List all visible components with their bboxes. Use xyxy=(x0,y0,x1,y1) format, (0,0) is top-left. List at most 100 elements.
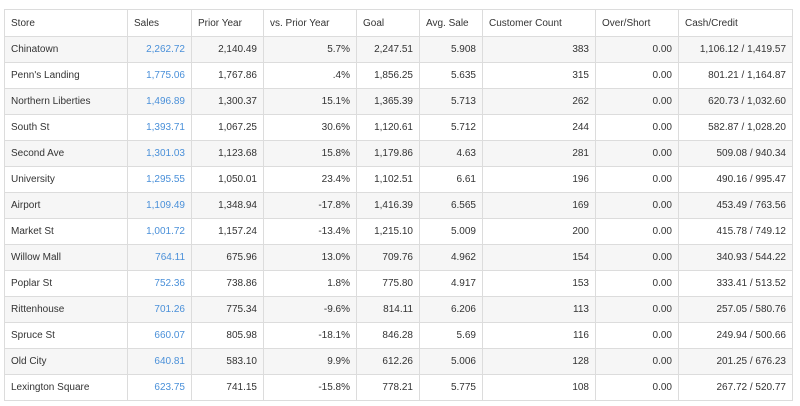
cell-avg-sale: 5.713 xyxy=(419,88,483,115)
cell-sales: 1,301.03 xyxy=(127,140,192,167)
cell-cash-credit: 453.49 / 763.56 xyxy=(678,192,793,219)
sales-link[interactable]: 1,295.55 xyxy=(146,174,185,185)
cell-store: Market St xyxy=(4,218,128,245)
cell-over-short: 0.00 xyxy=(595,88,679,115)
cell-vs-prior-year: -13.4% xyxy=(263,218,357,245)
cell-customer-count: 200 xyxy=(482,218,596,245)
cell-vs-prior-year: 9.9% xyxy=(263,348,357,375)
cell-cash-credit: 509.08 / 940.34 xyxy=(678,140,793,167)
cell-prior-year: 2,140.49 xyxy=(191,36,264,63)
column-header-customer-count[interactable]: Customer Count xyxy=(482,9,596,37)
cell-prior-year: 1,348.94 xyxy=(191,192,264,219)
sales-link[interactable]: 701.26 xyxy=(154,304,185,315)
cell-sales: 701.26 xyxy=(127,296,192,323)
cell-goal: 1,856.25 xyxy=(356,62,420,89)
cell-goal: 2,247.51 xyxy=(356,36,420,63)
column-header-goal[interactable]: Goal xyxy=(356,9,420,37)
table-row: Rittenhouse 701.26 775.34 -9.6% 814.11 6.206 1… xyxy=(4,296,793,323)
table-row: Northern Liberties 1,496.89 1,300.37 15.1% 1… xyxy=(4,88,793,115)
cell-avg-sale: 5.006 xyxy=(419,348,483,375)
table-body: Chinatown 2,262.72 2,140.49 5.7% 2,247.51 5.9… xyxy=(4,36,793,401)
cell-sales: 1,496.89 xyxy=(127,88,192,115)
sales-link[interactable]: 660.07 xyxy=(154,330,185,341)
cell-customer-count: 196 xyxy=(482,166,596,193)
cell-customer-count: 315 xyxy=(482,62,596,89)
cell-vs-prior-year: -18.1% xyxy=(263,322,357,349)
cell-avg-sale: 5.775 xyxy=(419,374,483,401)
cell-prior-year: 741.15 xyxy=(191,374,264,401)
cell-goal: 1,215.10 xyxy=(356,218,420,245)
column-header-cash-credit[interactable]: Cash/Credit xyxy=(678,9,793,37)
cell-prior-year: 583.10 xyxy=(191,348,264,375)
table-row: Poplar St 752.36 738.86 1.8% 775.80 4.917 153 0… xyxy=(4,270,793,297)
sales-link[interactable]: 1,001.72 xyxy=(146,226,185,237)
cell-customer-count: 116 xyxy=(482,322,596,349)
sales-link[interactable]: 1,496.89 xyxy=(146,96,185,107)
cell-sales: 2,262.72 xyxy=(127,36,192,63)
header-row: Store Sales Prior Year vs. Prior Year Go… xyxy=(4,9,793,37)
sales-report-table: Store Sales Prior Year vs. Prior Year Go… xyxy=(4,9,793,401)
cell-customer-count: 153 xyxy=(482,270,596,297)
cell-store: Second Ave xyxy=(4,140,128,167)
column-header-prior-year[interactable]: Prior Year xyxy=(191,9,264,37)
cell-goal: 1,102.51 xyxy=(356,166,420,193)
sales-link[interactable]: 2,262.72 xyxy=(146,44,185,55)
column-header-avg-sale[interactable]: Avg. Sale xyxy=(419,9,483,37)
cell-vs-prior-year: 23.4% xyxy=(263,166,357,193)
cell-cash-credit: 415.78 / 749.12 xyxy=(678,218,793,245)
cell-sales: 1,295.55 xyxy=(127,166,192,193)
cell-cash-credit: 490.16 / 995.47 xyxy=(678,166,793,193)
cell-vs-prior-year: -9.6% xyxy=(263,296,357,323)
cell-prior-year: 1,067.25 xyxy=(191,114,264,141)
table-row: University 1,295.55 1,050.01 23.4% 1,102.51 6… xyxy=(4,166,793,193)
cell-cash-credit: 267.72 / 520.77 xyxy=(678,374,793,401)
column-header-over-short[interactable]: Over/Short xyxy=(595,9,679,37)
cell-sales: 623.75 xyxy=(127,374,192,401)
column-header-store[interactable]: Store xyxy=(4,9,128,37)
table-row: Airport 1,109.49 1,348.94 -17.8% 1,416.39 6.5… xyxy=(4,192,793,219)
sales-link[interactable]: 1,301.03 xyxy=(146,148,185,159)
cell-goal: 1,365.39 xyxy=(356,88,420,115)
table-row: Chinatown 2,262.72 2,140.49 5.7% 2,247.51 5.9… xyxy=(4,36,793,63)
sales-link[interactable]: 1,775.06 xyxy=(146,70,185,81)
sales-report-table-container: Store Sales Prior Year vs. Prior Year Go… xyxy=(4,9,793,401)
cell-over-short: 0.00 xyxy=(595,244,679,271)
sales-link[interactable]: 764.11 xyxy=(155,252,185,263)
cell-goal: 814.11 xyxy=(356,296,420,323)
cell-over-short: 0.00 xyxy=(595,36,679,63)
cell-store: Poplar St xyxy=(4,270,128,297)
cell-prior-year: 1,767.86 xyxy=(191,62,264,89)
cell-vs-prior-year: 5.7% xyxy=(263,36,357,63)
cell-customer-count: 108 xyxy=(482,374,596,401)
cell-sales: 764.11 xyxy=(127,244,192,271)
cell-cash-credit: 582.87 / 1,028.20 xyxy=(678,114,793,141)
cell-goal: 709.76 xyxy=(356,244,420,271)
cell-over-short: 0.00 xyxy=(595,62,679,89)
column-header-vs-prior-year[interactable]: vs. Prior Year xyxy=(263,9,357,37)
cell-goal: 1,120.61 xyxy=(356,114,420,141)
sales-link[interactable]: 640.81 xyxy=(154,356,185,367)
cell-goal: 775.80 xyxy=(356,270,420,297)
cell-goal: 778.21 xyxy=(356,374,420,401)
sales-link[interactable]: 752.36 xyxy=(154,278,185,289)
cell-store: University xyxy=(4,166,128,193)
sales-link[interactable]: 1,393.71 xyxy=(146,122,185,133)
cell-avg-sale: 6.206 xyxy=(419,296,483,323)
sales-link[interactable]: 623.75 xyxy=(154,382,185,393)
cell-cash-credit: 249.94 / 500.66 xyxy=(678,322,793,349)
cell-customer-count: 383 xyxy=(482,36,596,63)
cell-vs-prior-year: 1.8% xyxy=(263,270,357,297)
cell-avg-sale: 6.565 xyxy=(419,192,483,219)
cell-over-short: 0.00 xyxy=(595,270,679,297)
cell-goal: 612.26 xyxy=(356,348,420,375)
cell-avg-sale: 5.908 xyxy=(419,36,483,63)
cell-over-short: 0.00 xyxy=(595,218,679,245)
cell-store: Chinatown xyxy=(4,36,128,63)
cell-store: Willow Mall xyxy=(4,244,128,271)
table-row: Willow Mall 764.11 675.96 13.0% 709.76 4.962 1… xyxy=(4,244,793,271)
column-header-sales[interactable]: Sales xyxy=(127,9,192,37)
cell-avg-sale: 6.61 xyxy=(419,166,483,193)
cell-vs-prior-year: -17.8% xyxy=(263,192,357,219)
cell-store: Rittenhouse xyxy=(4,296,128,323)
sales-link[interactable]: 1,109.49 xyxy=(146,200,185,211)
